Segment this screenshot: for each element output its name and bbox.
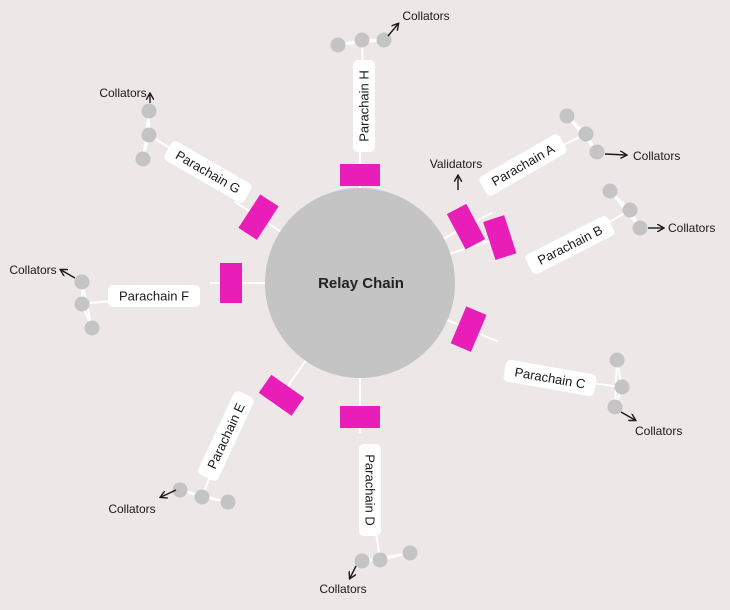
collator-node-a-1: [559, 108, 575, 124]
collators-label-g: Collators: [99, 86, 146, 100]
parachain-d-label-group: Parachain D: [359, 444, 381, 536]
parachain-c-label-box: [503, 359, 597, 397]
collators-label-h: Collators: [402, 9, 449, 23]
collator-node-d-3: [402, 545, 418, 561]
collator-node-c-2: [614, 379, 630, 395]
collator-node-b-2: [622, 202, 638, 218]
relay-chain-label: Relay Chain: [318, 275, 404, 292]
collator-node-b-3: [632, 220, 648, 236]
parachain-d-label-box: [359, 444, 381, 536]
collator-node-a-2: [578, 126, 594, 142]
relay-chain-circle: [265, 188, 455, 378]
parachain-a-label-group: Parachain A: [479, 134, 567, 196]
collators-label-d: Collators: [319, 582, 366, 596]
validator-block-e: [258, 374, 305, 416]
collators-label-f: Collators: [9, 263, 56, 277]
parachain-f-label: Parachain F: [119, 289, 189, 304]
validator-block-b: [483, 215, 517, 260]
collators-arrow-h: [387, 24, 398, 37]
parachain-a-label: Parachain A: [489, 141, 557, 189]
parachain-g-label-group: Parachain G: [164, 141, 252, 203]
collators-arrow-d: [350, 565, 357, 578]
parachain-e-label-box: [198, 391, 254, 481]
parachain-d-label: Parachain D: [363, 454, 378, 526]
parachain-b-label: Parachain B: [535, 222, 605, 268]
collator-node-g-2: [141, 127, 157, 143]
collators-arrow-a: [604, 154, 626, 155]
collators-arrow-e: [161, 489, 177, 497]
collators-label-e: Collators: [108, 502, 155, 516]
collator-node-c-1: [609, 352, 625, 368]
nodes-layer: [74, 32, 648, 569]
collator-node-h-2: [354, 32, 370, 48]
collator-node-e-3: [220, 494, 236, 510]
parachain-f-label-group: Parachain F: [108, 285, 200, 307]
parachain-b-label-box: [525, 216, 615, 274]
collator-node-a-3: [589, 144, 605, 160]
collator-node-g-3: [135, 151, 151, 167]
validators-label: Validators: [430, 157, 482, 171]
validator-block-f: [220, 263, 242, 303]
parachain-labels-layer: Parachain A Parachain B Parachain C Paracha…: [108, 60, 615, 536]
parachain-b-label-group: Parachain B: [525, 216, 615, 274]
collator-node-b-1: [602, 183, 618, 199]
validator-block-a: [446, 203, 486, 250]
collators-label-c: Collators: [635, 424, 682, 438]
collator-node-g-1: [141, 103, 157, 119]
collator-node-f-2: [74, 296, 90, 312]
validator-blocks-layer: [220, 164, 517, 428]
parachain-h-label-box: [353, 60, 375, 152]
collator-node-c-3: [607, 399, 623, 415]
collator-node-h-3: [376, 32, 392, 48]
parachain-g-label-box: [164, 141, 252, 203]
collator-node-e-2: [194, 489, 210, 505]
parachain-a-label-box: [479, 134, 567, 196]
collator-node-f-1: [74, 274, 90, 290]
collators-label-a: Collators: [633, 149, 680, 163]
collator-tags-layer: Collators Collators Collators Collators Coll…: [9, 9, 715, 596]
validator-block-h: [340, 164, 380, 186]
validator-block-d: [340, 406, 380, 428]
collator-node-h-1: [330, 37, 346, 53]
collator-node-e-1: [172, 482, 188, 498]
collators-arrow-c: [620, 411, 635, 420]
collator-node-d-1: [354, 553, 370, 569]
parachain-c-label-group: Parachain C: [503, 359, 597, 397]
parachain-f-label-box: [108, 285, 200, 307]
parachain-e-label-group: Parachain E: [198, 391, 254, 481]
parachain-h-label-group: Parachain H: [353, 60, 375, 152]
parachain-g-label: Parachain G: [173, 147, 243, 196]
validator-block-c: [450, 306, 487, 352]
collator-node-d-2: [372, 552, 388, 568]
collators-label-b: Collators: [668, 221, 715, 235]
collator-node-f-3: [84, 320, 100, 336]
parachain-h-label: Parachain H: [357, 70, 372, 142]
validator-block-g: [238, 194, 279, 240]
collators-arrow-f: [61, 270, 76, 279]
